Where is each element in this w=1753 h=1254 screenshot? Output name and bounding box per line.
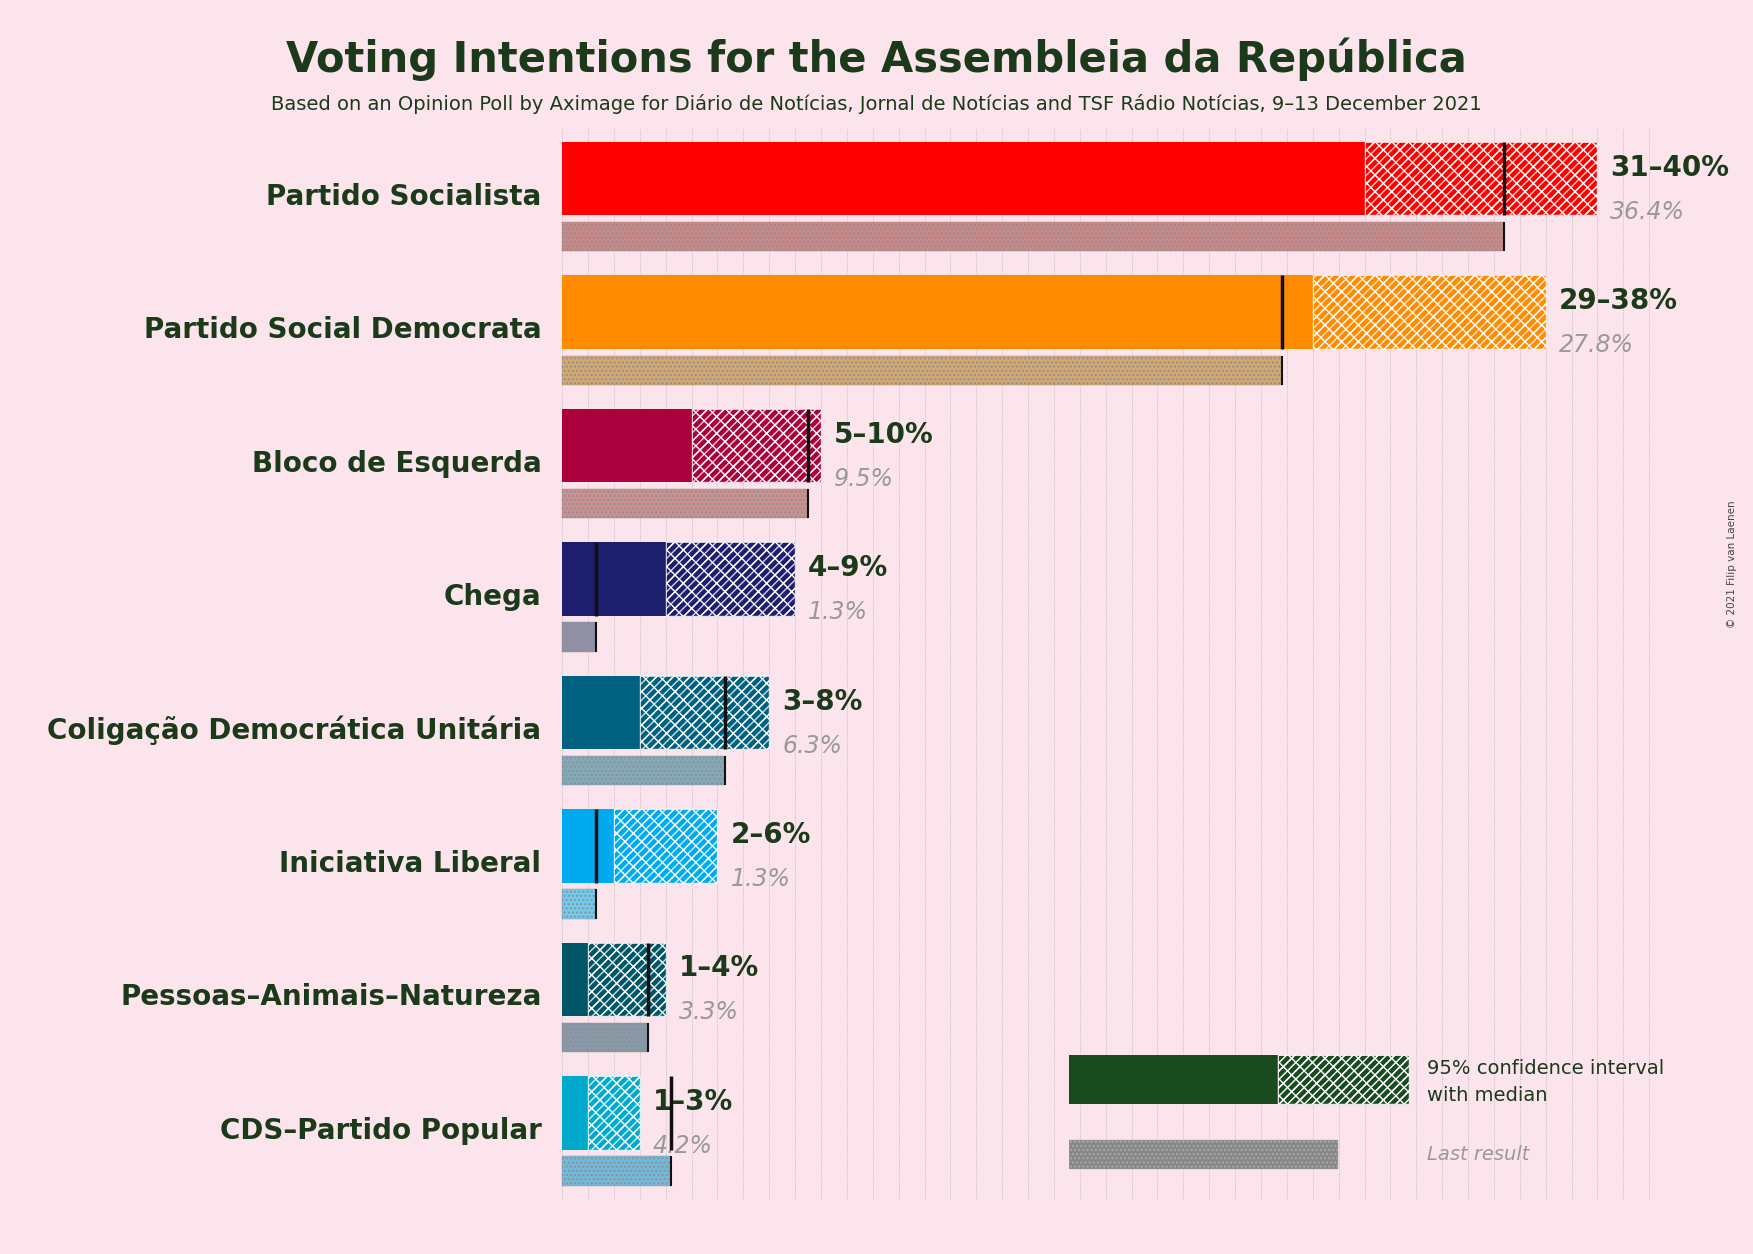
Text: 6.3%: 6.3%: [782, 734, 841, 757]
Text: 4–9%: 4–9%: [808, 554, 889, 582]
Text: Bloco de Esquerda: Bloco de Esquerda: [252, 450, 542, 478]
Text: Iniciativa Liberal: Iniciativa Liberal: [279, 850, 542, 878]
Bar: [563, 622, 596, 652]
Bar: [614, 809, 717, 883]
Bar: [563, 676, 770, 749]
Text: © 2021 Filip van Laenen: © 2021 Filip van Laenen: [1727, 500, 1737, 628]
Text: 3.3%: 3.3%: [678, 1001, 738, 1025]
Bar: [563, 489, 808, 518]
Bar: [563, 809, 717, 883]
Text: 1.3%: 1.3%: [808, 601, 868, 624]
Text: Last result: Last result: [1427, 1145, 1529, 1164]
Bar: [563, 1156, 671, 1185]
Text: Voting Intentions for the Assembleia da República: Voting Intentions for the Assembleia da …: [286, 38, 1467, 82]
Text: 27.8%: 27.8%: [1558, 334, 1634, 357]
Bar: [563, 489, 808, 518]
Text: Partido Socialista: Partido Socialista: [266, 183, 542, 211]
Text: 3–8%: 3–8%: [782, 687, 862, 716]
Bar: [1069, 1140, 1338, 1169]
Bar: [1069, 1055, 1278, 1104]
Bar: [563, 409, 820, 483]
Bar: [666, 543, 796, 616]
Text: 2–6%: 2–6%: [731, 821, 812, 849]
Bar: [1278, 1055, 1409, 1104]
Bar: [563, 276, 1546, 349]
Text: Chega: Chega: [444, 583, 542, 611]
Bar: [1278, 1055, 1409, 1104]
Text: 4.2%: 4.2%: [652, 1134, 713, 1157]
Bar: [563, 356, 1281, 385]
Bar: [563, 889, 596, 919]
Bar: [1313, 276, 1546, 349]
Bar: [563, 622, 596, 652]
Text: 1–4%: 1–4%: [678, 954, 759, 982]
Bar: [614, 809, 717, 883]
Bar: [563, 1023, 647, 1052]
Bar: [587, 1076, 640, 1150]
Bar: [563, 756, 726, 785]
Text: Based on an Opinion Poll by Aximage for Diário de Notícias, Jornal de Notícias a: Based on an Opinion Poll by Aximage for …: [272, 94, 1481, 114]
Text: 29–38%: 29–38%: [1558, 287, 1678, 315]
Text: Coligação Democrática Unitária: Coligação Democrática Unitária: [47, 716, 542, 745]
Bar: [563, 543, 796, 616]
Bar: [1313, 276, 1546, 349]
Bar: [587, 1076, 640, 1150]
Bar: [587, 943, 666, 1016]
Bar: [666, 543, 796, 616]
Text: 5–10%: 5–10%: [834, 420, 934, 449]
Bar: [563, 1156, 671, 1185]
Bar: [563, 222, 1504, 252]
Bar: [587, 943, 666, 1016]
Text: Pessoas–Animais–Natureza: Pessoas–Animais–Natureza: [119, 983, 542, 1012]
Bar: [563, 756, 726, 785]
Bar: [692, 409, 820, 483]
Bar: [640, 676, 770, 749]
Bar: [1364, 142, 1597, 216]
Bar: [563, 1076, 640, 1150]
Bar: [563, 1023, 647, 1052]
Text: 1–3%: 1–3%: [652, 1088, 733, 1116]
Bar: [563, 889, 596, 919]
Text: 9.5%: 9.5%: [834, 466, 894, 490]
Text: CDS–Partido Popular: CDS–Partido Popular: [219, 1117, 542, 1145]
Bar: [1364, 142, 1597, 216]
Bar: [1069, 1140, 1338, 1169]
Text: with median: with median: [1427, 1086, 1548, 1105]
Bar: [692, 409, 820, 483]
Text: 36.4%: 36.4%: [1611, 199, 1685, 223]
Bar: [563, 142, 1597, 216]
Text: Partido Social Democrata: Partido Social Democrata: [144, 316, 542, 344]
Text: 1.3%: 1.3%: [731, 867, 791, 892]
Bar: [563, 222, 1504, 252]
Text: 31–40%: 31–40%: [1611, 154, 1730, 182]
Text: 95% confidence interval: 95% confidence interval: [1427, 1060, 1664, 1078]
Bar: [563, 943, 666, 1016]
Bar: [563, 356, 1281, 385]
Bar: [640, 676, 770, 749]
